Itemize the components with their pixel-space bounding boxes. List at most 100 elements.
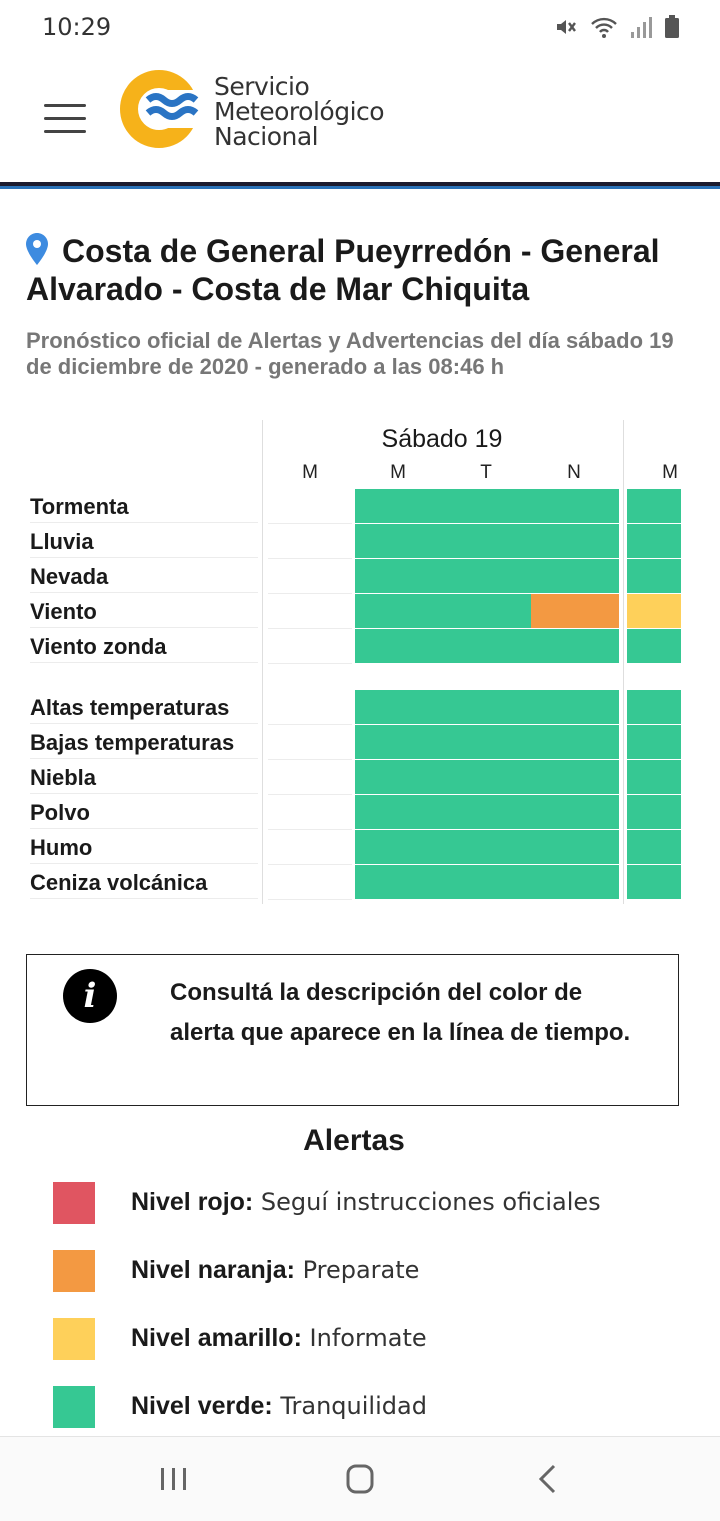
alert-cell-green[interactable]	[355, 524, 443, 558]
alert-cell-green[interactable]	[627, 865, 681, 899]
hazard-label: Polvo	[30, 795, 258, 829]
hazard-label: Viento	[30, 594, 258, 628]
alert-cell-green[interactable]	[627, 629, 681, 663]
alert-cell-green[interactable]	[443, 559, 531, 593]
alert-cell-green[interactable]	[355, 629, 443, 663]
alert-cell-green[interactable]	[443, 865, 531, 899]
alert-cell-green[interactable]	[627, 489, 681, 523]
legend-swatch	[53, 1182, 95, 1224]
alert-cell-green[interactable]	[443, 690, 531, 724]
hazard-label: Viento zonda	[30, 629, 258, 663]
row-separator	[268, 663, 352, 664]
alert-cell-yellow[interactable]	[627, 594, 681, 628]
alert-cell-green[interactable]	[443, 489, 531, 523]
alert-cell-green[interactable]	[531, 725, 619, 759]
status-icons	[554, 14, 680, 40]
row-separator	[268, 794, 352, 795]
alert-cell-green[interactable]	[443, 524, 531, 558]
alert-cell-green[interactable]	[443, 725, 531, 759]
battery-icon	[665, 15, 679, 38]
legend-level-desc: Preparate	[294, 1256, 420, 1284]
alert-cell-green[interactable]	[355, 594, 443, 628]
row-separator	[268, 724, 352, 725]
alert-cell-green[interactable]	[355, 725, 443, 759]
alert-cell-green[interactable]	[627, 725, 681, 759]
alert-cell-green[interactable]	[627, 559, 681, 593]
alert-cell-green[interactable]	[531, 795, 619, 829]
alert-cell-green[interactable]	[531, 865, 619, 899]
mute-icon	[557, 20, 576, 34]
row-separator	[268, 593, 352, 594]
location-title-text: Costa de General Pueyrredón - General Al…	[26, 233, 660, 307]
alert-cell-green[interactable]	[355, 795, 443, 829]
legend-item: Nivel amarillo: Informate	[53, 1318, 693, 1362]
smn-logo	[120, 70, 200, 148]
alert-cell-green[interactable]	[531, 830, 619, 864]
hazard-label: Humo	[30, 830, 258, 864]
brand-line-1: Servicio	[214, 72, 310, 101]
alert-cell-green[interactable]	[443, 795, 531, 829]
row-separator	[268, 759, 352, 760]
alert-cell-green[interactable]	[531, 690, 619, 724]
recent-apps-icon[interactable]	[154, 1461, 194, 1497]
day-label: Sábado 19	[381, 425, 503, 453]
alert-cell-green[interactable]	[355, 760, 443, 794]
legend-title: Alertas	[303, 1124, 405, 1157]
alert-cell-green[interactable]	[627, 830, 681, 864]
alert-cell-green[interactable]	[355, 865, 443, 899]
legend-level-label: Nivel naranja:	[131, 1256, 295, 1284]
alert-cell-green[interactable]	[355, 830, 443, 864]
hazard-label: Niebla	[30, 760, 258, 794]
alert-cell-green[interactable]	[443, 760, 531, 794]
alert-cell-green[interactable]	[627, 690, 681, 724]
legend-text: Nivel rojo: Seguí instrucciones oficiale…	[131, 1188, 601, 1217]
legend-text: Nivel amarillo: Informate	[131, 1324, 427, 1353]
legend-text: Nivel naranja: Preparate	[131, 1256, 419, 1285]
alert-cell-green[interactable]	[531, 629, 619, 663]
alert-cell-green[interactable]	[627, 524, 681, 558]
alert-cell-green[interactable]	[443, 830, 531, 864]
hamburger-menu-icon[interactable]	[44, 104, 86, 134]
legend-level-desc: Informate	[301, 1324, 427, 1352]
signal-icon	[631, 17, 652, 38]
alert-cell-orange[interactable]	[531, 594, 619, 628]
timeline-divider-start	[262, 420, 263, 904]
legend-level-desc: Tranquilidad	[272, 1392, 427, 1420]
alert-cell-green[interactable]	[627, 760, 681, 794]
alert-cell-green[interactable]	[355, 489, 443, 523]
system-nav-bar	[0, 1436, 720, 1521]
header-divider-accent	[0, 186, 720, 189]
app-header: Servicio Meteorológico Nacional	[0, 56, 720, 184]
legend-item: Nivel naranja: Preparate	[53, 1250, 693, 1294]
legend-text: Nivel verde: Tranquilidad	[131, 1392, 427, 1421]
alert-cell-green[interactable]	[531, 524, 619, 558]
legend-item: Nivel rojo: Seguí instrucciones oficiale…	[53, 1182, 693, 1226]
legend-level-label: Nivel rojo:	[131, 1188, 254, 1216]
slot-label: M	[390, 462, 406, 483]
legend-level-label: Nivel verde:	[131, 1392, 273, 1420]
alert-cell-green[interactable]	[355, 690, 443, 724]
info-icon: i	[63, 969, 117, 1023]
header-divider	[0, 182, 720, 186]
alert-cell-green[interactable]	[531, 559, 619, 593]
home-icon[interactable]	[340, 1461, 380, 1497]
info-text: Consultá la descripción del color de ale…	[170, 979, 631, 1046]
back-icon[interactable]	[528, 1461, 568, 1497]
alert-cell-green[interactable]	[443, 629, 531, 663]
brand-line-2: Meteorológico	[214, 97, 385, 126]
alert-cell-green[interactable]	[531, 760, 619, 794]
alert-cell-green[interactable]	[531, 489, 619, 523]
row-separator	[268, 829, 352, 830]
status-time: 10:29	[42, 13, 112, 41]
alert-cell-green[interactable]	[627, 795, 681, 829]
legend-swatch	[53, 1386, 95, 1428]
timeline-divider-day	[623, 420, 624, 904]
alert-cell-green[interactable]	[443, 594, 531, 628]
alert-cell-green[interactable]	[355, 559, 443, 593]
wifi-icon	[591, 17, 617, 38]
info-box[interactable]: i Consultá la descripción del color de a…	[26, 954, 679, 1106]
hazard-label: Nevada	[30, 559, 258, 593]
legend-swatch	[53, 1318, 95, 1360]
slot-label: M	[302, 462, 318, 483]
location-title: Costa de General Pueyrredón - General Al…	[26, 232, 696, 308]
